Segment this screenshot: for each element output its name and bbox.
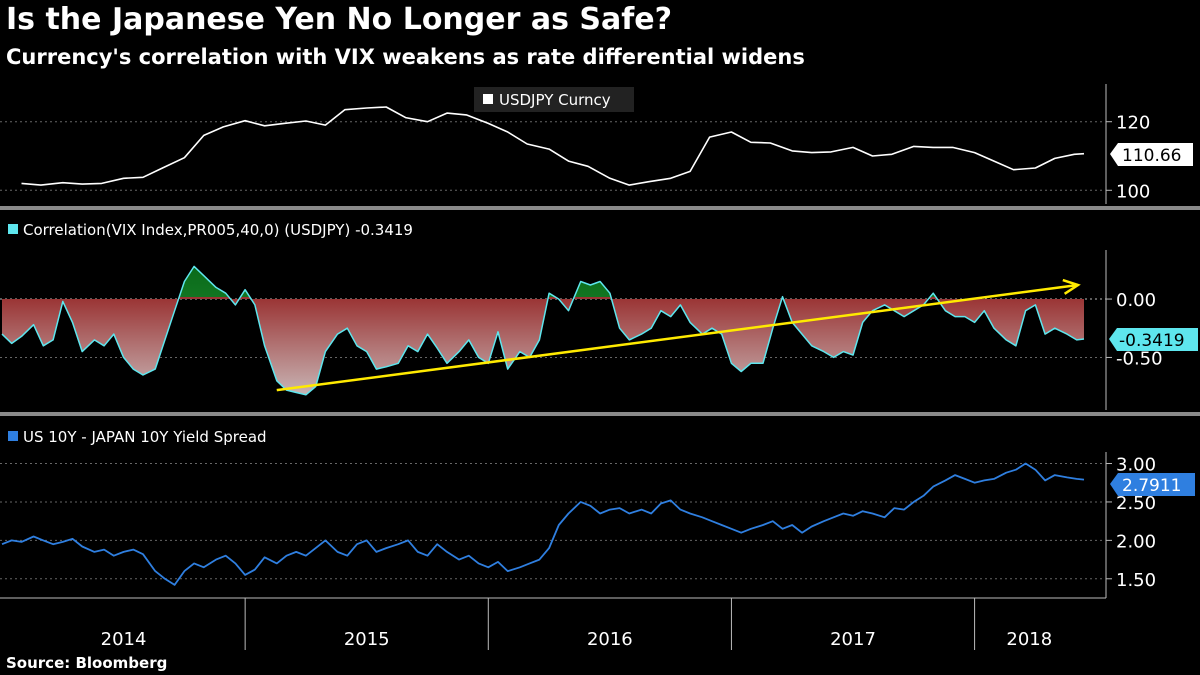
- source-note: Source: Bloomberg: [6, 654, 168, 672]
- legend-swatch-correlation: [8, 224, 18, 234]
- last-value-usdjpy: 110.66: [1122, 146, 1181, 166]
- trend-arrow-line: [276, 283, 1079, 392]
- legend-swatch-spread: [8, 431, 18, 441]
- last-value-tag-spread: 2.7911: [1110, 473, 1195, 496]
- last-value-tag-correlation: -0.3419: [1109, 328, 1198, 351]
- last-value-correlation: -0.3419: [1119, 331, 1185, 351]
- last-value-spread: 2.7911: [1122, 476, 1181, 496]
- y-tick-label: 2.50: [1116, 493, 1156, 514]
- y-tick-label: -0.50: [1116, 348, 1163, 369]
- x-tick-label: 2018: [1006, 629, 1052, 650]
- legend-correlation: Correlation(VIX Index,PR005,40,0) (USDJP…: [8, 221, 413, 239]
- y-tick-label: 120: [1116, 113, 1150, 134]
- legend-label-spread: US 10Y - JAPAN 10Y Yield Spread: [23, 428, 267, 446]
- legend-swatch-usdjpy: [483, 94, 493, 104]
- x-tick-label: 2015: [344, 629, 390, 650]
- y-tick-label: 2.00: [1116, 531, 1156, 552]
- y-tick-label: 1.50: [1116, 570, 1156, 591]
- chart-subtitle: Currency's correlation with VIX weakens …: [6, 45, 805, 69]
- panel-separator-1: [0, 206, 1200, 210]
- last-value-tag-usdjpy: 110.66: [1110, 143, 1193, 166]
- usdjpy-line: [21, 106, 1085, 186]
- y-tick-label: 0.00: [1116, 290, 1156, 311]
- x-tick-label: 2017: [830, 629, 876, 650]
- chart-title: Is the Japanese Yen No Longer as Safe?: [6, 2, 673, 37]
- trend-arrow-head: [1062, 278, 1081, 295]
- correlation-negative-area: [2, 297, 1084, 395]
- y-tick-label: 100: [1116, 181, 1150, 202]
- x-tick-label: 2014: [101, 629, 147, 650]
- panel-separator-2: [0, 412, 1200, 416]
- grid-layer: [0, 121, 1106, 580]
- series-layer: [1, 106, 1085, 586]
- x-tick-label: 2016: [587, 629, 633, 650]
- legend-label-correlation: Correlation(VIX Index,PR005,40,0) (USDJP…: [23, 221, 413, 239]
- correlation-line: [1, 265, 1085, 396]
- y-tick-label: 3.00: [1116, 455, 1156, 476]
- axis-layer: 2014 2015 2016 2017 2018 120 100 0.00 -0.50 3.00 2…: [101, 113, 1163, 650]
- legend-spread: US 10Y - JAPAN 10Y Yield Spread: [8, 428, 267, 446]
- spread-line: [1, 462, 1085, 586]
- legend-usdjpy: USDJPY Curncy: [474, 87, 634, 112]
- legend-label-usdjpy: USDJPY Curncy: [499, 91, 611, 109]
